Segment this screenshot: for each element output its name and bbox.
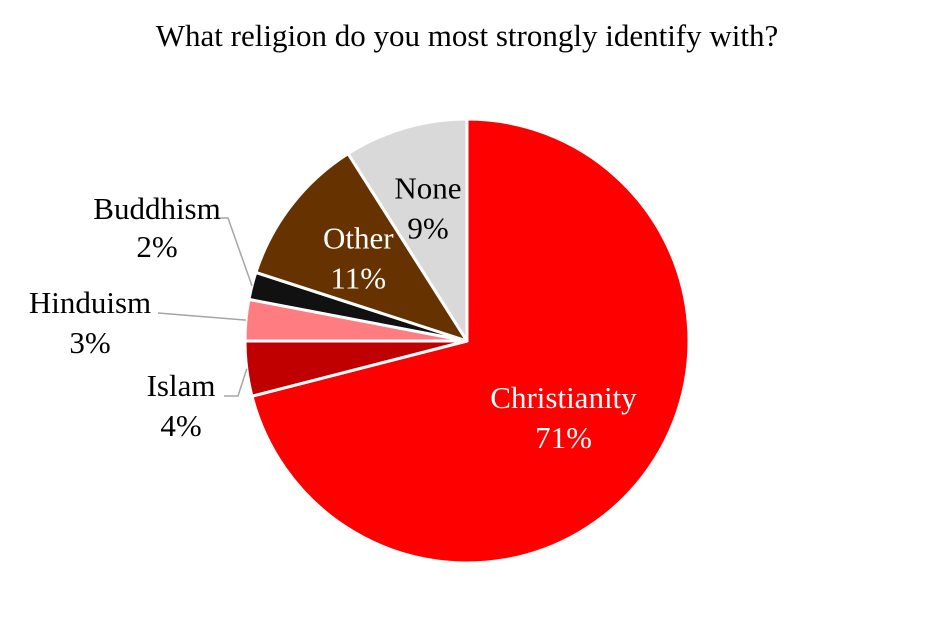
chart-title: What religion do you most strongly ident… — [155, 18, 779, 53]
slice-label-buddhism: Buddhism — [93, 191, 220, 226]
pie-slice-none — [346, 117, 469, 343]
slice-value-islam: 4% — [160, 408, 201, 443]
slice-value-none: 9% — [407, 211, 448, 246]
slice-label-hinduism: Hinduism — [29, 285, 151, 320]
leader-lines — [157, 217, 253, 397]
slice-value-christianity: 71% — [535, 420, 592, 455]
leader-line-buddhism — [214, 217, 253, 287]
leader-line-hinduism — [157, 312, 247, 321]
pie-slice-christianity — [250, 117, 691, 565]
slice-labels: Christianity 71% Islam 4% Hinduism 3% Buddhism… — [29, 171, 637, 455]
pie-slice-other — [254, 152, 469, 343]
slice-label-christianity: Christianity — [490, 380, 637, 415]
slice-value-buddhism: 2% — [136, 229, 177, 264]
leader-line-islam — [224, 368, 248, 397]
pie-slices — [243, 117, 691, 565]
slice-value-other: 11% — [330, 261, 386, 296]
slice-label-islam: Islam — [147, 368, 216, 403]
slice-label-none: None — [394, 171, 461, 206]
slice-value-hinduism: 3% — [69, 325, 110, 360]
slice-label-other: Other — [323, 221, 394, 256]
